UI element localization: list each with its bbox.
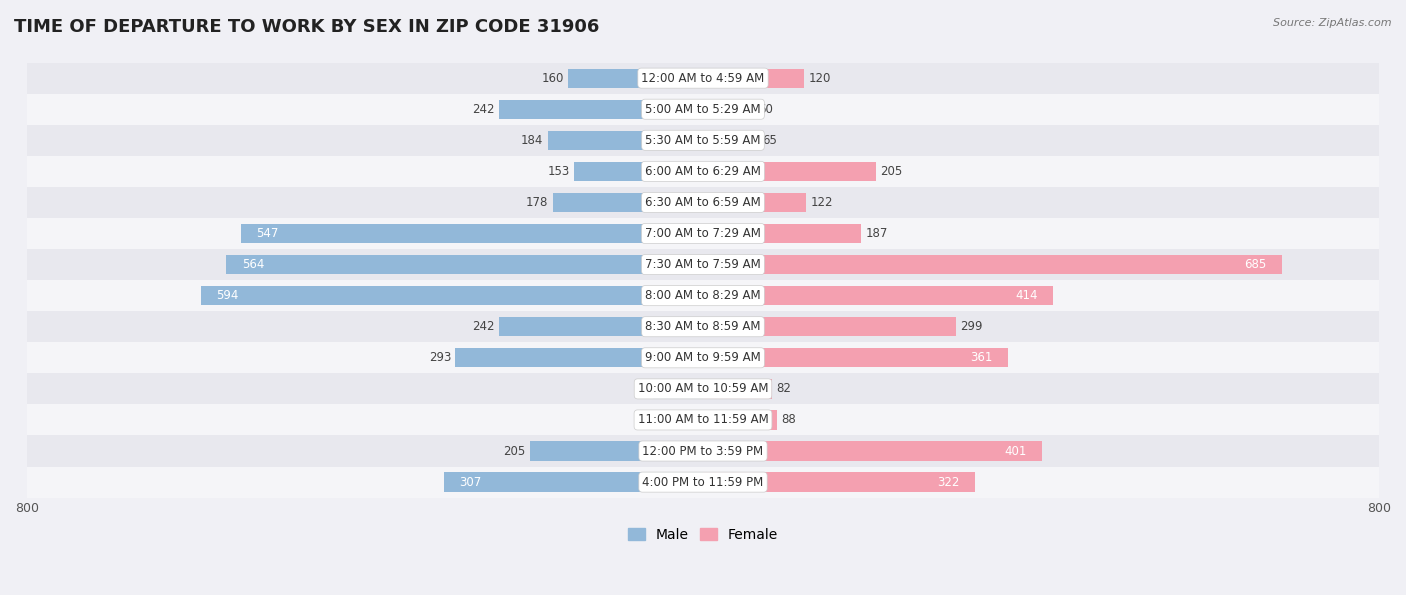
Bar [553, 193, 703, 212]
Text: 187: 187 [865, 227, 887, 240]
Text: 7:00 AM to 7:29 AM: 7:00 AM to 7:29 AM [645, 227, 761, 240]
Text: 0: 0 [692, 414, 699, 427]
Text: 65: 65 [762, 134, 778, 147]
Bar [27, 405, 1379, 436]
Text: 361: 361 [970, 351, 993, 364]
Bar [27, 436, 1379, 466]
Text: 60: 60 [758, 103, 773, 115]
Bar [703, 348, 1008, 368]
Text: 8:00 AM to 8:29 AM: 8:00 AM to 8:29 AM [645, 289, 761, 302]
Text: 685: 685 [1244, 258, 1267, 271]
Bar [568, 68, 703, 88]
Bar [703, 472, 976, 491]
Text: 414: 414 [1015, 289, 1038, 302]
Text: 547: 547 [256, 227, 278, 240]
Bar [27, 249, 1379, 280]
Bar [703, 99, 754, 119]
Text: 5:30 AM to 5:59 AM: 5:30 AM to 5:59 AM [645, 134, 761, 147]
Bar [654, 379, 703, 399]
Text: 564: 564 [242, 258, 264, 271]
Text: 6:30 AM to 6:59 AM: 6:30 AM to 6:59 AM [645, 196, 761, 209]
Text: 7:30 AM to 7:59 AM: 7:30 AM to 7:59 AM [645, 258, 761, 271]
Text: 293: 293 [429, 351, 451, 364]
Bar [703, 411, 778, 430]
Bar [547, 131, 703, 150]
Bar [27, 466, 1379, 497]
Text: 594: 594 [217, 289, 239, 302]
Text: 12:00 AM to 4:59 AM: 12:00 AM to 4:59 AM [641, 71, 765, 84]
Text: 4:00 PM to 11:59 PM: 4:00 PM to 11:59 PM [643, 475, 763, 488]
Bar [226, 255, 703, 274]
Text: 153: 153 [547, 165, 569, 178]
Text: 82: 82 [776, 383, 792, 395]
Text: 205: 205 [880, 165, 903, 178]
Text: TIME OF DEPARTURE TO WORK BY SEX IN ZIP CODE 31906: TIME OF DEPARTURE TO WORK BY SEX IN ZIP … [14, 18, 599, 36]
Bar [574, 162, 703, 181]
Bar [703, 224, 860, 243]
Text: 242: 242 [472, 103, 495, 115]
Text: 299: 299 [960, 320, 983, 333]
Bar [456, 348, 703, 368]
Text: 11:00 AM to 11:59 AM: 11:00 AM to 11:59 AM [638, 414, 768, 427]
Text: 5:00 AM to 5:29 AM: 5:00 AM to 5:29 AM [645, 103, 761, 115]
Bar [27, 93, 1379, 125]
Text: 122: 122 [810, 196, 832, 209]
Bar [703, 193, 806, 212]
Bar [499, 99, 703, 119]
Text: 401: 401 [1004, 444, 1026, 458]
Bar [703, 68, 804, 88]
Bar [201, 286, 703, 305]
Text: Source: ZipAtlas.com: Source: ZipAtlas.com [1274, 18, 1392, 28]
Bar [703, 379, 772, 399]
Bar [703, 255, 1282, 274]
Bar [240, 224, 703, 243]
Bar [703, 286, 1053, 305]
Text: 322: 322 [938, 475, 960, 488]
Bar [703, 162, 876, 181]
Text: 160: 160 [541, 71, 564, 84]
Bar [27, 187, 1379, 218]
Text: 12:00 PM to 3:59 PM: 12:00 PM to 3:59 PM [643, 444, 763, 458]
Text: 184: 184 [520, 134, 543, 147]
Text: 59: 59 [634, 383, 650, 395]
Text: 242: 242 [472, 320, 495, 333]
Bar [27, 125, 1379, 156]
Bar [443, 472, 703, 491]
Bar [27, 280, 1379, 311]
Bar [27, 156, 1379, 187]
Bar [27, 218, 1379, 249]
Text: 307: 307 [458, 475, 481, 488]
Bar [703, 131, 758, 150]
Bar [27, 311, 1379, 342]
Text: 205: 205 [503, 444, 526, 458]
Text: 10:00 AM to 10:59 AM: 10:00 AM to 10:59 AM [638, 383, 768, 395]
Text: 8:30 AM to 8:59 AM: 8:30 AM to 8:59 AM [645, 320, 761, 333]
Text: 9:00 AM to 9:59 AM: 9:00 AM to 9:59 AM [645, 351, 761, 364]
Bar [27, 373, 1379, 405]
Bar [499, 317, 703, 336]
Bar [703, 441, 1042, 461]
Bar [703, 317, 956, 336]
Text: 120: 120 [808, 71, 831, 84]
Text: 6:00 AM to 6:29 AM: 6:00 AM to 6:29 AM [645, 165, 761, 178]
Bar [27, 62, 1379, 93]
Text: 88: 88 [782, 414, 796, 427]
Text: 178: 178 [526, 196, 548, 209]
Bar [530, 441, 703, 461]
Legend: Male, Female: Male, Female [623, 522, 783, 547]
Bar [27, 342, 1379, 373]
